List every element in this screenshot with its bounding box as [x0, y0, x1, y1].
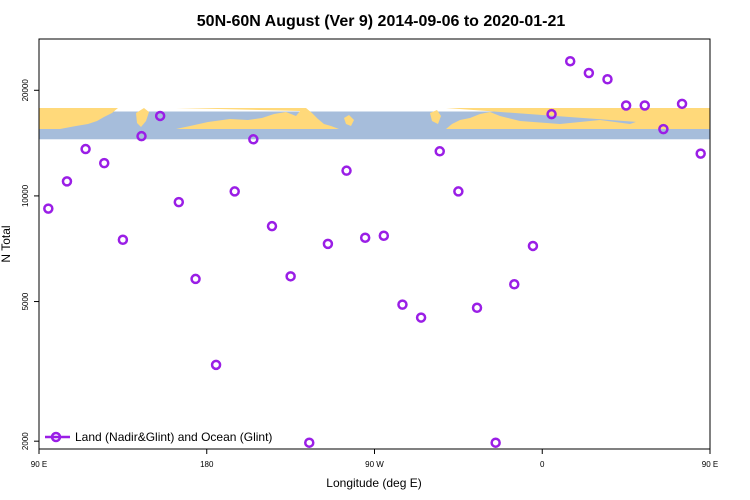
plot-frame — [38, 38, 711, 450]
data-point — [602, 74, 613, 85]
data-point — [695, 148, 706, 159]
data-point — [136, 130, 147, 142]
data-point — [527, 240, 539, 252]
data-point — [285, 271, 296, 282]
data-points — [43, 55, 742, 448]
data-point — [378, 230, 390, 241]
data-point — [453, 186, 464, 197]
land-asia — [39, 108, 118, 129]
data-point — [397, 299, 408, 310]
data-point — [471, 302, 483, 314]
legend: Land (Nadir&Glint) and Ocean (Glint) — [45, 430, 272, 444]
y-axis: 2000 5000 10000 20000 — [21, 79, 39, 450]
data-point — [715, 205, 723, 213]
data-point — [266, 220, 278, 232]
y-tick-label-3: 20000 — [21, 79, 30, 102]
data-point — [509, 279, 520, 290]
data-point — [248, 134, 259, 145]
data-point — [117, 234, 129, 246]
data-point — [564, 55, 576, 67]
data-point — [359, 232, 371, 243]
data-point — [583, 67, 595, 79]
data-point — [322, 238, 334, 250]
land-kamchatka-east — [675, 108, 688, 127]
data-point — [80, 143, 91, 155]
x-tick-label-2: 90 W — [365, 460, 384, 469]
data-point — [734, 177, 742, 185]
x-tick-label-1: 180 — [200, 460, 214, 469]
y-tick-label-0: 2000 — [21, 432, 30, 450]
x-tick-label-3: 0 — [540, 460, 545, 469]
legend-marker — [50, 431, 62, 443]
data-point — [210, 359, 222, 371]
data-point — [639, 100, 651, 111]
legend-label: Land (Nadir&Glint) and Ocean (Glint) — [75, 430, 272, 444]
data-point — [676, 98, 688, 110]
x-tick-label-0: 90 E — [31, 460, 47, 469]
data-point — [173, 196, 185, 208]
data-point — [154, 110, 166, 122]
map-strip — [39, 108, 710, 140]
y-tick-label-1: 5000 — [21, 292, 30, 310]
data-point — [190, 273, 201, 285]
data-point — [61, 176, 73, 187]
data-point — [490, 437, 501, 448]
land-masses — [39, 108, 710, 129]
y-axis-label: N Total — [0, 225, 13, 262]
data-point — [546, 108, 557, 120]
data-point — [620, 100, 632, 111]
x-axis-label: Longitude (deg E) — [326, 476, 421, 490]
chart-title: 50N-60N August (Ver 9) 2014-09-06 to 202… — [197, 13, 566, 30]
land-uk — [430, 110, 441, 124]
data-point — [229, 186, 240, 197]
land-europe-asia — [446, 108, 710, 129]
data-point — [434, 146, 445, 157]
land-kamchatka — [136, 108, 149, 127]
data-point — [658, 123, 669, 135]
x-tick-label-4: 90 E — [702, 460, 718, 469]
land-north-america — [176, 108, 339, 129]
data-point — [341, 165, 352, 176]
land-newfoundland — [344, 115, 354, 126]
y-tick-label-2: 10000 — [21, 184, 30, 207]
data-point — [304, 437, 315, 448]
data-point — [415, 312, 427, 323]
data-point — [43, 203, 54, 214]
data-point — [98, 157, 110, 169]
